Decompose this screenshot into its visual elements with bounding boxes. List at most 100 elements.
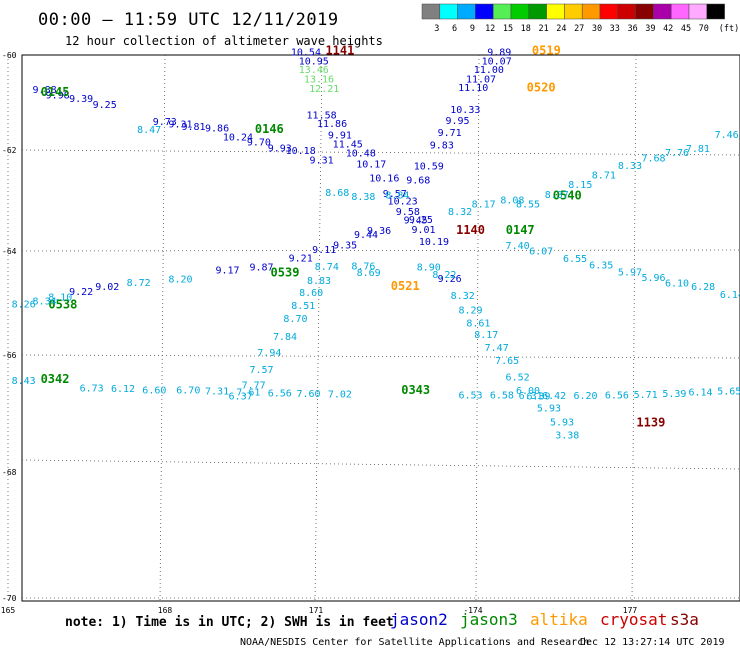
legend-label: 3 <box>434 24 439 34</box>
legend-swatch <box>528 3 547 20</box>
legend-label: 33 <box>610 24 620 34</box>
pass-time-label: 1140 <box>456 223 485 237</box>
footnote: note: 1) Time is in UTC; 2) SWH is in fe… <box>65 615 394 630</box>
pass-time-label: 0540 <box>553 189 582 203</box>
wave-height-value: 8.22 <box>432 270 456 281</box>
legend-swatch <box>564 3 583 20</box>
color-legend: 3 6 9 12 15 18 21 24 27 30 33 36 39 42 45 70 (ft) <box>421 3 739 34</box>
pass-time-label: 0146 <box>255 122 284 136</box>
wave-height-value: 11.07 <box>466 74 496 85</box>
pass-time-label: 0147 <box>506 223 535 237</box>
legend-label: 24 <box>556 24 566 34</box>
wave-height-value: 6.70 <box>176 386 200 397</box>
legend-swatch <box>475 3 494 20</box>
wave-height-value: 9.31 <box>168 120 192 131</box>
map-frame <box>21 54 740 602</box>
wave-height-value: 8.47 <box>137 125 161 136</box>
legend-swatch <box>581 3 601 20</box>
wave-height-value: 9.57 <box>383 189 407 200</box>
lon-tick-label: -174 <box>463 606 482 615</box>
wave-height-value: 6.12 <box>111 384 135 395</box>
wave-height-value: 6.14 <box>720 290 740 301</box>
wave-height-value: 8.17 <box>472 199 496 210</box>
legend-label: 42 <box>663 24 673 34</box>
wave-height-value: 6.31 <box>519 391 543 402</box>
wave-height-value: 10.33 <box>450 105 480 116</box>
legend-swatch <box>421 3 441 20</box>
lon-tick-label: 165 <box>1 606 16 615</box>
lat-tick-label: -66 <box>2 351 17 360</box>
graticule <box>7 54 740 602</box>
map-title: 00:00 — 11:59 UTC 12/11/2019 <box>38 10 339 30</box>
wave-height-value: 5.71 <box>634 390 658 401</box>
legend-label: 15 <box>503 24 513 34</box>
lat-tick-label: -70 <box>2 594 17 603</box>
wave-height-value: 9.25 <box>409 215 433 226</box>
wave-height-value: 6.28 <box>691 282 715 293</box>
wave-height-value: 9.26 <box>438 274 462 285</box>
wave-height-value: 9.31 <box>310 156 334 167</box>
wave-height-value: 8.60 <box>299 288 323 299</box>
lon-tick-label: 177 <box>623 606 638 615</box>
wave-height-value: 10.17 <box>356 159 386 170</box>
wave-height-value: 8.15 <box>568 180 592 191</box>
axis-labels: -60 -62 -64 -66 -68 -70 165 168 171 -174 177 <box>1 51 638 615</box>
legend-label: 21 <box>538 24 548 34</box>
wave-height-value: 11.10 <box>458 83 488 94</box>
legend-label: 36 <box>627 24 637 34</box>
wave-height-value: 9.01 <box>411 225 435 236</box>
pass-time-label: 0519 <box>532 43 561 57</box>
wave-height-value: 8.17 <box>474 330 498 341</box>
wave-height-value: 9.11 <box>312 245 336 256</box>
wave-height-value: 8.69 <box>357 268 381 279</box>
satellite-label: jason2 <box>390 610 448 629</box>
satellite-label: jason3 <box>460 610 518 629</box>
wave-height-value: 6.07 <box>529 246 553 257</box>
wave-height-value: 6.73 <box>80 383 104 394</box>
wave-height-value: 8.61 <box>466 318 490 329</box>
pass-time-label: 0539 <box>271 266 300 280</box>
wave-height-value: 8.43 <box>12 376 36 387</box>
wave-height-value: 9.70 <box>247 138 271 149</box>
wave-height-value: 8.29 <box>459 305 483 316</box>
wave-height-value: 9.88 <box>33 85 57 96</box>
wave-height-value: 12.21 <box>309 84 339 95</box>
wave-height-value: 6.14 <box>688 388 712 399</box>
wave-height-value: 6.52 <box>506 372 530 383</box>
wave-height-value: 6.58 <box>490 390 514 401</box>
legend-swatch <box>706 3 725 20</box>
wave-height-value: 6.20 <box>573 391 597 402</box>
wave-height-value: 5.93 <box>537 404 561 415</box>
legend-swatch <box>457 3 476 20</box>
wave-height-value: 11.58 <box>307 110 337 121</box>
lat-tick-label: -60 <box>2 51 17 60</box>
parallel-line <box>21 354 740 359</box>
wave-height-value: 9.21 <box>289 253 313 264</box>
wave-height-value: 9.44 <box>354 230 378 241</box>
legend-swatch <box>617 3 636 20</box>
legend-label: 27 <box>574 24 584 34</box>
wave-height-value: 9.02 <box>95 282 119 293</box>
wave-height-value: 7.60 <box>296 389 320 400</box>
wave-height-value: 8.83 <box>307 276 331 287</box>
wave-height-value: 11.45 <box>333 139 363 150</box>
wave-height-value: 8.10 <box>48 293 72 304</box>
wave-height-value: 6.42 <box>542 391 566 402</box>
wave-height-value: 11.00 <box>474 65 504 76</box>
wave-height-value: 7.76 <box>665 148 689 159</box>
wave-height-value: 7.65 <box>495 356 519 367</box>
wave-height-value: 9.17 <box>215 265 239 276</box>
wave-height-value: 8.55 <box>516 199 540 210</box>
parallel-line <box>21 149 740 156</box>
wave-height-value: 8.32 <box>451 291 475 302</box>
wave-height-value: 7.77 <box>242 381 266 392</box>
wave-height-value: 7.40 <box>506 241 530 252</box>
pass-time-label: 0538 <box>48 297 77 311</box>
wave-height-value: 3.38 <box>555 430 579 441</box>
wave-height-value: 9.87 <box>249 263 273 274</box>
lat-tick-label: -68 <box>2 468 17 477</box>
wave-height-value: 8.71 <box>592 170 616 181</box>
legend-label: 70 <box>699 24 709 34</box>
wave-height-value: 7.47 <box>485 343 509 354</box>
legend-swatch <box>492 3 512 20</box>
